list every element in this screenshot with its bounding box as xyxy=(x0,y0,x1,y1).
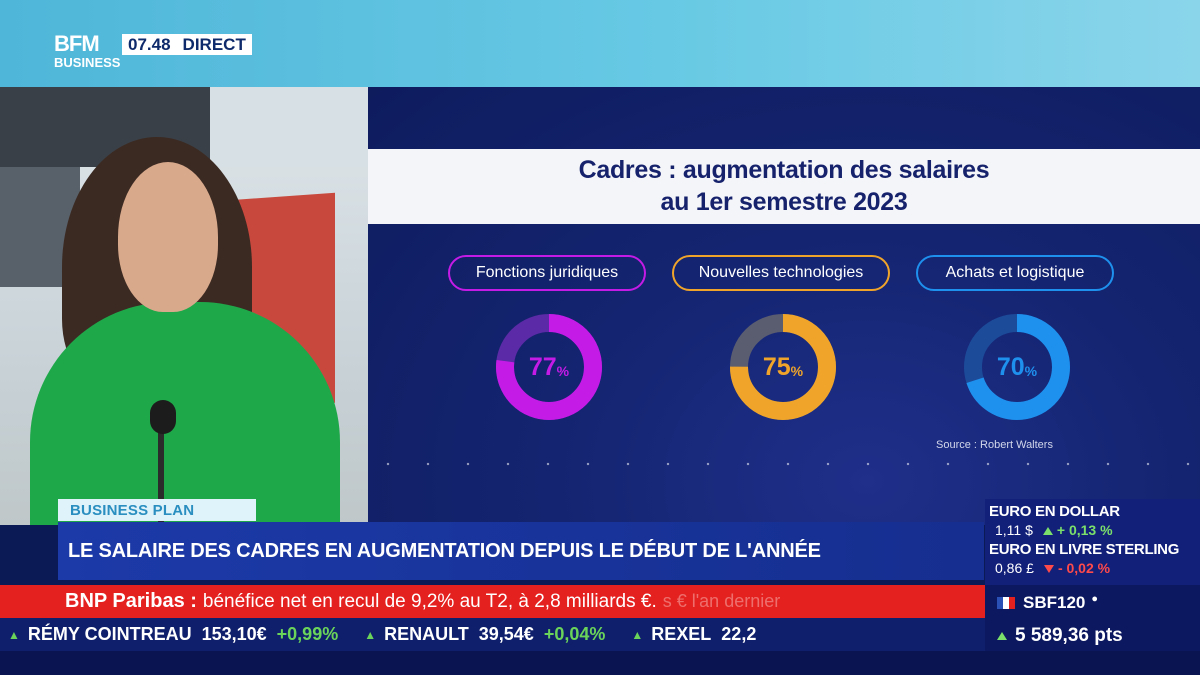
stock-name: REXEL xyxy=(651,624,712,644)
salary-graphic: Cadres : augmentation des salaires au 1e… xyxy=(368,87,1200,525)
category-pill-technologies: Nouvelles technologies xyxy=(672,255,890,291)
fx-value: 1,11 $ xyxy=(995,522,1033,538)
fx-change: + 0,13 % xyxy=(1056,522,1113,538)
ticker-text: bénéfice net en recul de 9,2% au T2, à 2… xyxy=(202,590,657,612)
donut-unit: % xyxy=(1024,363,1038,379)
top-banner: BFM BUSINESS 07.48 DIRECT xyxy=(0,0,1200,87)
graphic-title-line2: au 1er semestre 2023 xyxy=(660,187,908,216)
studio-video-feed xyxy=(0,87,368,525)
index-name: SBF120 xyxy=(1023,593,1086,612)
donut-value: 75 % xyxy=(728,312,838,422)
up-arrow-icon xyxy=(1042,526,1053,535)
donut-arc xyxy=(730,314,836,420)
graphic-title-line1: Cadres : augmentation des salaires xyxy=(578,156,990,185)
donut-chart-technologies xyxy=(730,314,836,420)
market-ticker: ▲ RÉMY COINTREAU 153,10€ +0,99% ▲ RENAUL… xyxy=(0,618,985,651)
stock-name: RÉMY COINTREAU xyxy=(27,624,192,644)
logo-business: BUSINESS xyxy=(54,55,121,70)
live-label: DIRECT xyxy=(182,34,246,54)
donut-arc xyxy=(496,314,602,420)
up-arrow-icon: ▲ xyxy=(364,627,377,642)
fx-change: - 0,02 % xyxy=(1057,560,1111,576)
donut-technologies: 75 % xyxy=(728,312,838,422)
category-pill-juridiques: Fonctions juridiques xyxy=(448,255,646,291)
live-clock: 07.48 DIRECT xyxy=(122,34,252,55)
presenter-face xyxy=(118,162,218,312)
donut-percent: 70 xyxy=(996,352,1025,381)
stock-name: RENAULT xyxy=(384,624,469,644)
donut-achats: 70 % xyxy=(962,312,1072,422)
channel-logo: BFM BUSINESS xyxy=(54,31,121,70)
fx-label-usd: EURO EN DOLLAR xyxy=(989,503,1120,520)
donut-unit: % xyxy=(556,363,570,379)
category-pill-achats: Achats et logistique xyxy=(916,255,1114,291)
microphone-icon xyxy=(150,400,176,434)
index-dot-icon: ● xyxy=(1091,593,1099,605)
donut-percent: 75 xyxy=(762,352,791,381)
up-arrow-icon: ▲ xyxy=(631,627,644,642)
stock-price: 22,2 xyxy=(721,624,757,644)
ticker-ghost-text: s € l'an dernier xyxy=(662,591,781,611)
studio-window xyxy=(210,87,368,167)
donut-arc xyxy=(964,314,1070,420)
donut-chart-juridiques xyxy=(496,314,602,420)
decorative-dots xyxy=(368,459,1200,469)
clock-time: 07.48 xyxy=(128,34,171,54)
fx-label-gbp: EURO EN LIVRE STERLING xyxy=(989,541,1180,558)
donut-chart-achats xyxy=(964,314,1070,420)
index-name-row: SBF120 ● xyxy=(997,593,1098,613)
graphic-title: Cadres : augmentation des salaires au 1e… xyxy=(368,149,1200,224)
donut-unit: % xyxy=(790,363,804,379)
index-panel: SBF120 ● 5 589,36 pts xyxy=(985,585,1200,651)
french-flag-icon xyxy=(997,597,1015,609)
stock-price: 153,10€ xyxy=(201,624,267,644)
stock-price: 39,54€ xyxy=(478,624,534,644)
stock-change: +0,99% xyxy=(276,624,339,644)
up-arrow-icon xyxy=(997,632,1007,640)
fx-row-gbp: 0,86 £ - 0,02 % xyxy=(989,559,1200,578)
headline-banner: LE SALAIRE DES CADRES EN AUGMENTATION DE… xyxy=(58,522,984,580)
stock-change: +0,04% xyxy=(543,624,606,644)
show-tag: BUSINESS PLAN xyxy=(58,499,256,521)
index-value: 5 589,36 pts xyxy=(1015,625,1123,646)
headline-text: LE SALAIRE DES CADRES EN AUGMENTATION DE… xyxy=(68,539,821,562)
down-arrow-icon xyxy=(1043,564,1054,573)
logo-bfm: BFM xyxy=(54,31,100,56)
fx-row-usd: 1,11 $ + 0,13 % xyxy=(989,521,1200,540)
donut-value: 77 % xyxy=(494,312,604,422)
fx-panel: EURO EN DOLLAR 1,11 $ + 0,13 % EURO EN L… xyxy=(985,499,1200,585)
index-value-row: 5 589,36 pts xyxy=(997,625,1123,647)
presenter-body xyxy=(30,302,340,525)
microphone-stand xyxy=(158,432,164,522)
news-ticker: BNP Paribas : bénéfice net en recul de 9… xyxy=(0,585,985,618)
donut-juridiques: 77 % xyxy=(494,312,604,422)
bottom-strip xyxy=(0,651,1200,675)
donut-percent: 77 xyxy=(528,352,557,381)
donut-value: 70 % xyxy=(962,312,1072,422)
fx-value: 0,86 £ xyxy=(995,560,1034,576)
graphic-source: Source : Robert Walters xyxy=(936,439,1053,451)
ticker-company: BNP Paribas : xyxy=(65,590,197,612)
up-arrow-icon: ▲ xyxy=(8,627,20,642)
